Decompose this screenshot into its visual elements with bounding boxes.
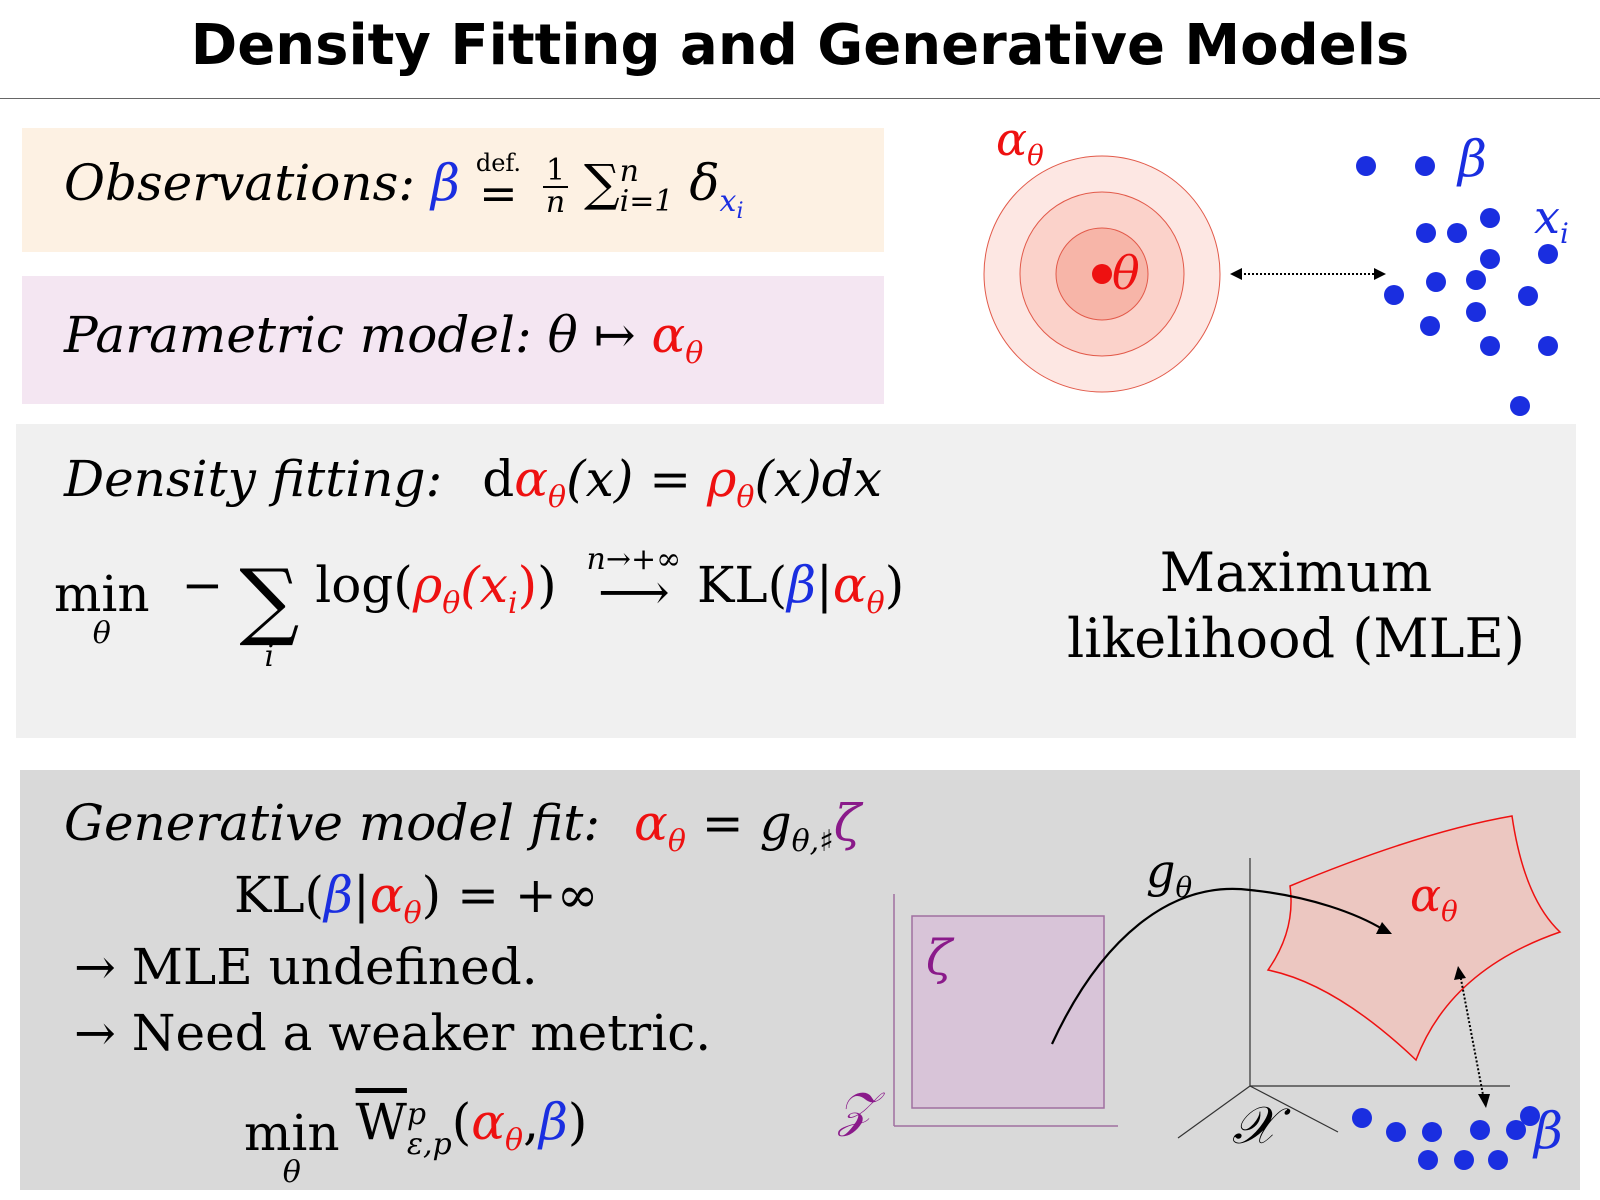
- mle-formula: min θ − ∑ i log(ρθ(xi)) n→+∞ ⟶ KL(β|αθ): [54, 541, 905, 674]
- sum-limits: n i=1: [619, 154, 674, 219]
- density-fitting-panel: Density fitting: dαθ(x) = ρθ(x)dx min θ …: [16, 424, 1576, 738]
- mle-caption: Maximum likelihood (MLE): [1067, 541, 1525, 670]
- generative-label: Generative model fit:: [64, 794, 601, 852]
- beta-data-label: β: [1534, 1102, 1563, 1160]
- parametric-panel: Parametric model: θ ↦ αθ: [22, 276, 884, 404]
- observations-panel: Observations: β def. = 1 n ∑ n i=1 δxi: [22, 128, 884, 252]
- sum-symbol: ∑: [583, 154, 620, 212]
- xi-label: xi: [1534, 190, 1569, 251]
- alpha-manifold-label: αθ: [1410, 868, 1458, 929]
- beta-symbol: β: [431, 154, 460, 212]
- parametric-label: Parametric model:: [64, 306, 532, 364]
- title-divider: [0, 98, 1600, 99]
- min-operator: min θ: [54, 565, 150, 651]
- delta-symbol: δ: [689, 154, 720, 212]
- observation-points: [1356, 156, 1558, 416]
- parametric-formula: Parametric model: θ ↦ αθ: [64, 306, 704, 371]
- generative-formula: Generative model fit: αθ = gθ,♯ζ: [64, 794, 861, 859]
- density-label: Density fitting:: [64, 450, 443, 508]
- def-equals: def. =: [475, 148, 522, 220]
- density-formula: Density fitting: dαθ(x) = ρθ(x)dx: [64, 450, 882, 515]
- double-arrow: [1230, 268, 1386, 280]
- zeta-label: ζ: [926, 930, 953, 986]
- theta-point-label: θ: [1112, 246, 1140, 300]
- limit-arrow: n→+∞ ⟶: [586, 541, 682, 621]
- bullet-mle-undefined: → MLE undefined.: [74, 938, 538, 996]
- sum-operator: ∑ i: [239, 551, 300, 674]
- observations-label: Observations:: [64, 154, 416, 212]
- generative-panel: Generative model fit: αθ = gθ,♯ζ KL(β|αθ…: [20, 770, 1580, 1190]
- page-title: Density Fitting and Generative Models: [190, 13, 1410, 78]
- alpha-theta-label: αθ: [996, 112, 1044, 173]
- kl-infinite: KL(β|αθ) = +∞: [234, 866, 599, 931]
- beta-label: β: [1458, 130, 1487, 188]
- latent-space-label: 𝒵: [838, 1082, 875, 1138]
- data-space-label: 𝒳: [1232, 1096, 1277, 1156]
- generator-label: gθ: [1146, 844, 1193, 905]
- bullet-weaker-metric: → Need a weaker metric.: [74, 1004, 712, 1062]
- fraction: 1 n: [542, 156, 569, 218]
- model-density-circles: [983, 155, 1221, 393]
- observations-formula: Observations: β def. = 1 n ∑ n i=1 δxi: [64, 148, 744, 224]
